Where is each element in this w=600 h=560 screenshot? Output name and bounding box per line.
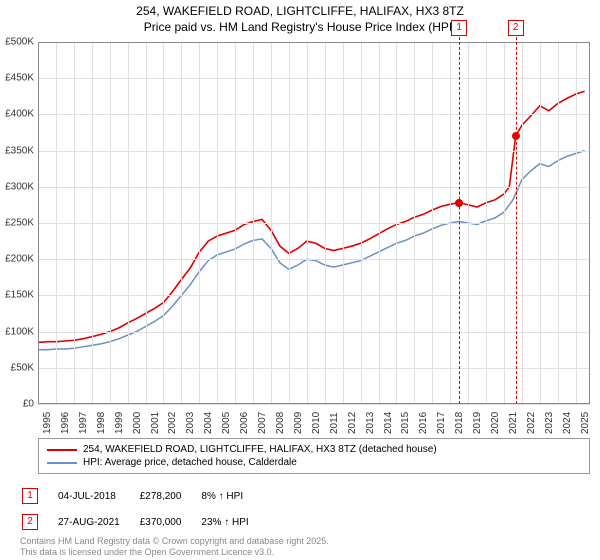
- legend-label-property: 254, WAKEFIELD ROAD, LIGHTCLIFFE, HALIFA…: [83, 444, 437, 455]
- x-axis-label: 2010: [311, 412, 322, 434]
- tx-price-1: £278,200: [140, 484, 200, 508]
- legend: 254, WAKEFIELD ROAD, LIGHTCLIFFE, HALIFA…: [38, 438, 590, 474]
- tx-price-2: £370,000: [140, 510, 200, 534]
- legend-label-hpi: HPI: Average price, detached house, Cald…: [83, 457, 297, 468]
- x-axis-label: 2022: [526, 412, 537, 434]
- x-axis-label: 2000: [132, 412, 143, 434]
- chart-container: 254, WAKEFIELD ROAD, LIGHTCLIFFE, HALIFA…: [0, 0, 600, 560]
- x-axis-label: 2001: [150, 412, 161, 434]
- x-axis-label: 2020: [490, 412, 501, 434]
- y-axis-label: £300K: [0, 181, 34, 192]
- y-axis-label: £250K: [0, 218, 34, 229]
- x-axis-label: 2021: [508, 412, 519, 434]
- transaction-table: 1 04-JUL-2018 £278,200 8% ↑ HPI 2 27-AUG…: [20, 482, 269, 536]
- x-axis-label: 2006: [239, 412, 250, 434]
- plot-area: 12: [38, 42, 590, 404]
- x-axis-label: 2012: [347, 412, 358, 434]
- x-axis-label: 2008: [275, 412, 286, 434]
- y-axis-label: £200K: [0, 254, 34, 265]
- x-axis-label: 2007: [257, 412, 268, 434]
- y-axis-label: £450K: [0, 73, 34, 84]
- series-line-property: [38, 91, 585, 342]
- footer-line-1: Contains HM Land Registry data © Crown c…: [20, 536, 329, 547]
- x-axis-label: 2014: [383, 412, 394, 434]
- x-axis-label: 2025: [580, 412, 591, 434]
- x-axis-label: 2004: [203, 412, 214, 434]
- x-axis-label: 2002: [167, 412, 178, 434]
- tx-date-1: 04-JUL-2018: [58, 484, 138, 508]
- series-line-hpi: [38, 151, 585, 350]
- x-axis-label: 2024: [562, 412, 573, 434]
- y-axis-label: £150K: [0, 290, 34, 301]
- legend-row-property: 254, WAKEFIELD ROAD, LIGHTCLIFFE, HALIFA…: [47, 443, 581, 456]
- vertical-marker-2: 2: [508, 20, 524, 36]
- x-axis-label: 2009: [293, 412, 304, 434]
- x-axis-label: 2005: [221, 412, 232, 434]
- marker-dot-2: [512, 132, 520, 140]
- x-axis-label: 2003: [185, 412, 196, 434]
- y-axis-label: £500K: [0, 37, 34, 48]
- y-axis-label: £50K: [0, 362, 34, 373]
- y-axis-label: £0: [0, 399, 34, 410]
- x-axis-label: 2019: [472, 412, 483, 434]
- x-axis-label: 1995: [42, 412, 53, 434]
- x-axis-label: 1996: [60, 412, 71, 434]
- tx-date-2: 27-AUG-2021: [58, 510, 138, 534]
- x-axis-label: 2017: [436, 412, 447, 434]
- legend-swatch-property: [47, 449, 77, 451]
- vertical-marker-1: 1: [451, 20, 467, 36]
- marker-dot-1: [455, 199, 463, 207]
- legend-swatch-hpi: [47, 462, 77, 464]
- tx-diff-1: 8% ↑ HPI: [201, 484, 266, 508]
- x-axis-label: 2013: [365, 412, 376, 434]
- table-row: 1 04-JUL-2018 £278,200 8% ↑ HPI: [22, 484, 267, 508]
- legend-row-hpi: HPI: Average price, detached house, Cald…: [47, 456, 581, 469]
- marker-number-1: 1: [22, 488, 38, 504]
- x-axis-label: 1997: [78, 412, 89, 434]
- x-axis-label: 2015: [400, 412, 411, 434]
- y-axis-label: £400K: [0, 109, 34, 120]
- x-axis-label: 2016: [418, 412, 429, 434]
- footer-line-2: This data is licensed under the Open Gov…: [20, 547, 329, 558]
- y-axis-label: £350K: [0, 145, 34, 156]
- tx-diff-2: 23% ↑ HPI: [201, 510, 266, 534]
- footer: Contains HM Land Registry data © Crown c…: [20, 536, 329, 558]
- x-axis-label: 1999: [114, 412, 125, 434]
- table-row: 2 27-AUG-2021 £370,000 23% ↑ HPI: [22, 510, 267, 534]
- y-axis-label: £100K: [0, 326, 34, 337]
- x-axis-label: 1998: [96, 412, 107, 434]
- title-line-1: 254, WAKEFIELD ROAD, LIGHTCLIFFE, HALIFA…: [0, 4, 600, 20]
- x-axis-label: 2023: [544, 412, 555, 434]
- x-axis-label: 2018: [454, 412, 465, 434]
- marker-number-2: 2: [22, 514, 38, 530]
- x-axis-label: 2011: [329, 412, 340, 434]
